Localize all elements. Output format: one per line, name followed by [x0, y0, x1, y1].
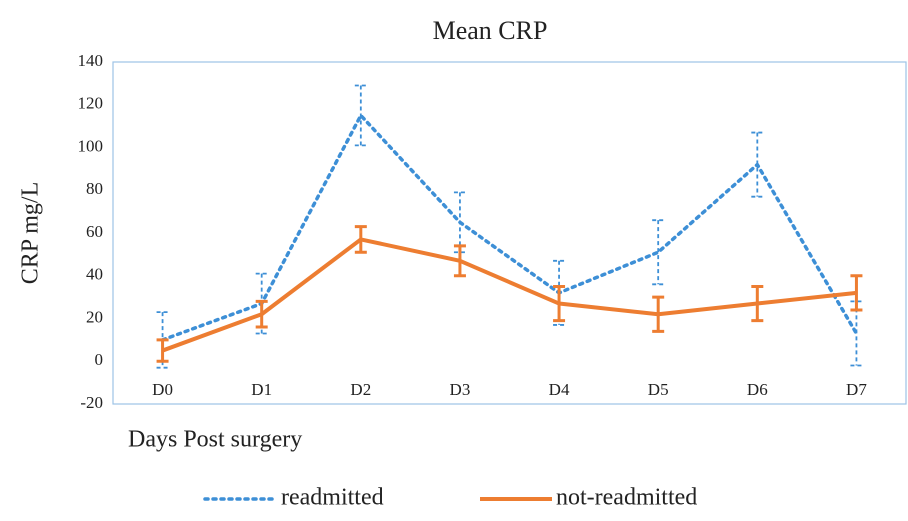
legend-label: not-readmitted: [556, 485, 697, 511]
x-tick-label: D3: [450, 380, 471, 399]
y-tick-label: 140: [78, 51, 104, 70]
error-bar: [156, 311, 169, 369]
series-line: [160, 113, 859, 342]
y-axis-title: CRP mg/L: [18, 182, 44, 284]
x-tick-label: D6: [747, 380, 768, 399]
y-tick-label: 40: [86, 265, 103, 284]
series: [156, 84, 863, 369]
series-line: [161, 237, 857, 353]
legend-label: readmitted: [281, 485, 384, 511]
y-tick-label: 20: [86, 307, 103, 326]
y-tick-label: -20: [80, 393, 103, 412]
x-tick-label: D7: [846, 380, 867, 399]
x-tick-label: D4: [549, 380, 570, 399]
series: [156, 225, 863, 363]
x-tick-label: D0: [152, 380, 173, 399]
error-bar: [553, 259, 566, 326]
x-axis-title: Days Post surgery: [128, 427, 302, 453]
error-bar: [354, 84, 367, 147]
x-tick-label: D2: [350, 380, 371, 399]
y-tick-label: 100: [78, 136, 104, 155]
y-tick-label: 120: [78, 94, 104, 113]
error-bar: [850, 274, 863, 312]
error-bar: [652, 219, 665, 286]
y-tick-label: 60: [86, 222, 103, 241]
y-tick-label: 80: [86, 179, 103, 198]
x-tick-label: D5: [648, 380, 669, 399]
error-bar: [751, 131, 764, 198]
chart-title: Mean CRP: [433, 16, 548, 45]
y-tick-label: 0: [95, 350, 104, 369]
x-tick-label: D1: [251, 380, 272, 399]
plot-area: [112, 61, 907, 405]
